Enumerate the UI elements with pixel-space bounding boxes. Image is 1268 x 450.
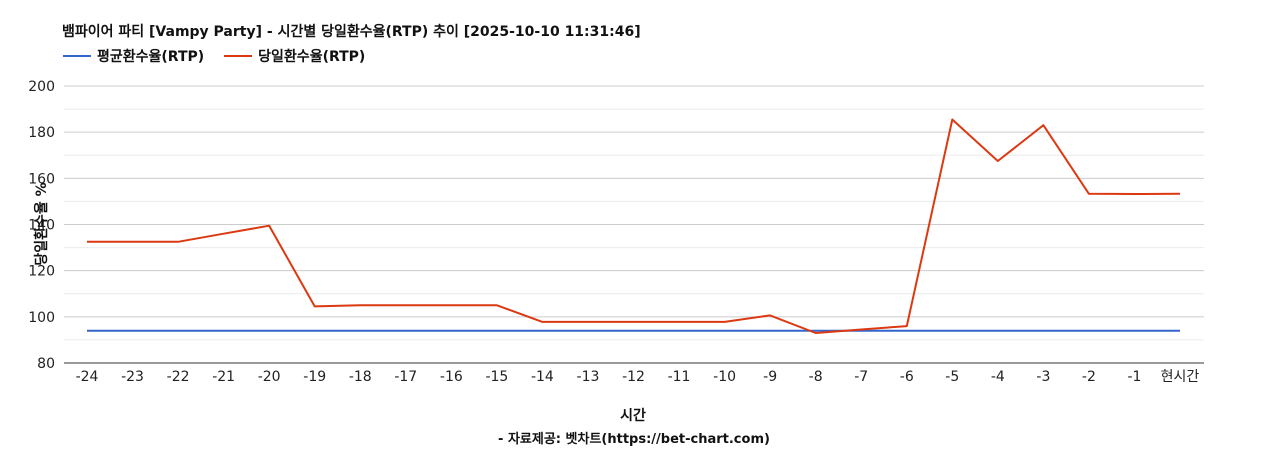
series-line-daily-rtp <box>87 118 1181 334</box>
x-tick-label: -7 <box>854 369 868 385</box>
x-tick-label: -15 <box>485 369 508 385</box>
x-tick-label: -13 <box>577 369 600 385</box>
y-tick-labels: 80 100 120 140 160 180 200 <box>28 79 55 372</box>
x-tick-label: -11 <box>668 369 691 385</box>
legend[interactable]: 평균환수율(RTP) 당일환수율(RTP) <box>63 46 385 66</box>
x-tick-label: -14 <box>531 369 554 385</box>
y-axis-title: 당일환수율 % <box>33 182 50 265</box>
x-tick-label: -18 <box>349 369 372 385</box>
x-tick-label: -16 <box>440 369 463 385</box>
y-tick-label: 160 <box>28 171 55 187</box>
x-tick-label: 현시간 <box>1161 369 1200 385</box>
x-tick-label: -2 <box>1082 369 1096 385</box>
legend-swatch-average <box>63 55 91 57</box>
x-tick-label: -10 <box>713 369 736 385</box>
grid-lines <box>64 85 1204 364</box>
x-tick-label: -9 <box>763 369 777 385</box>
x-tick-label: -21 <box>212 369 235 385</box>
y-tick-label: 180 <box>28 125 55 141</box>
legend-swatch-daily <box>224 55 253 57</box>
x-tick-label: -23 <box>121 369 144 385</box>
legend-label-daily: 당일환수율(RTP) <box>258 49 366 65</box>
x-tick-label: -22 <box>167 369 190 385</box>
x-tick-label: -5 <box>945 369 959 385</box>
x-tick-label: -20 <box>258 369 281 385</box>
x-tick-label: -6 <box>900 369 914 385</box>
x-tick-label: -19 <box>303 369 326 385</box>
x-tick-label: -1 <box>1127 369 1141 385</box>
x-axis-title: 시간 <box>620 407 646 424</box>
legend-label-average: 평균환수율(RTP) <box>97 49 205 65</box>
x-tick-labels: -24 -23 -22 -21 -20 -19 -18 -17 -16 -15 -14 -13 -12 -… <box>76 369 1200 385</box>
y-tick-label: 100 <box>28 310 55 326</box>
y-tick-label: 200 <box>28 79 55 95</box>
x-tick-label: -3 <box>1036 369 1050 385</box>
legend-item-daily[interactable]: 당일환수율(RTP) <box>224 46 365 66</box>
chart-title: 뱀파이어 파티 [Vampy Party] - 시간별 당일환수율(RTP) 추… <box>62 24 641 40</box>
x-tick-label: -17 <box>394 369 417 385</box>
source-credit: - 자료제공: 벳차트(https://bet-chart.com) <box>498 432 770 447</box>
y-tick-label: 120 <box>28 264 55 280</box>
x-tick-label: -24 <box>76 369 99 385</box>
series-lines <box>87 118 1181 334</box>
x-tick-label: -8 <box>809 369 823 385</box>
x-tick-label: -12 <box>622 369 645 385</box>
y-tick-label: 140 <box>28 218 55 234</box>
x-tick-label: -4 <box>991 369 1005 385</box>
legend-item-average[interactable]: 평균환수율(RTP) <box>63 46 204 66</box>
y-tick-label: 80 <box>37 356 55 372</box>
